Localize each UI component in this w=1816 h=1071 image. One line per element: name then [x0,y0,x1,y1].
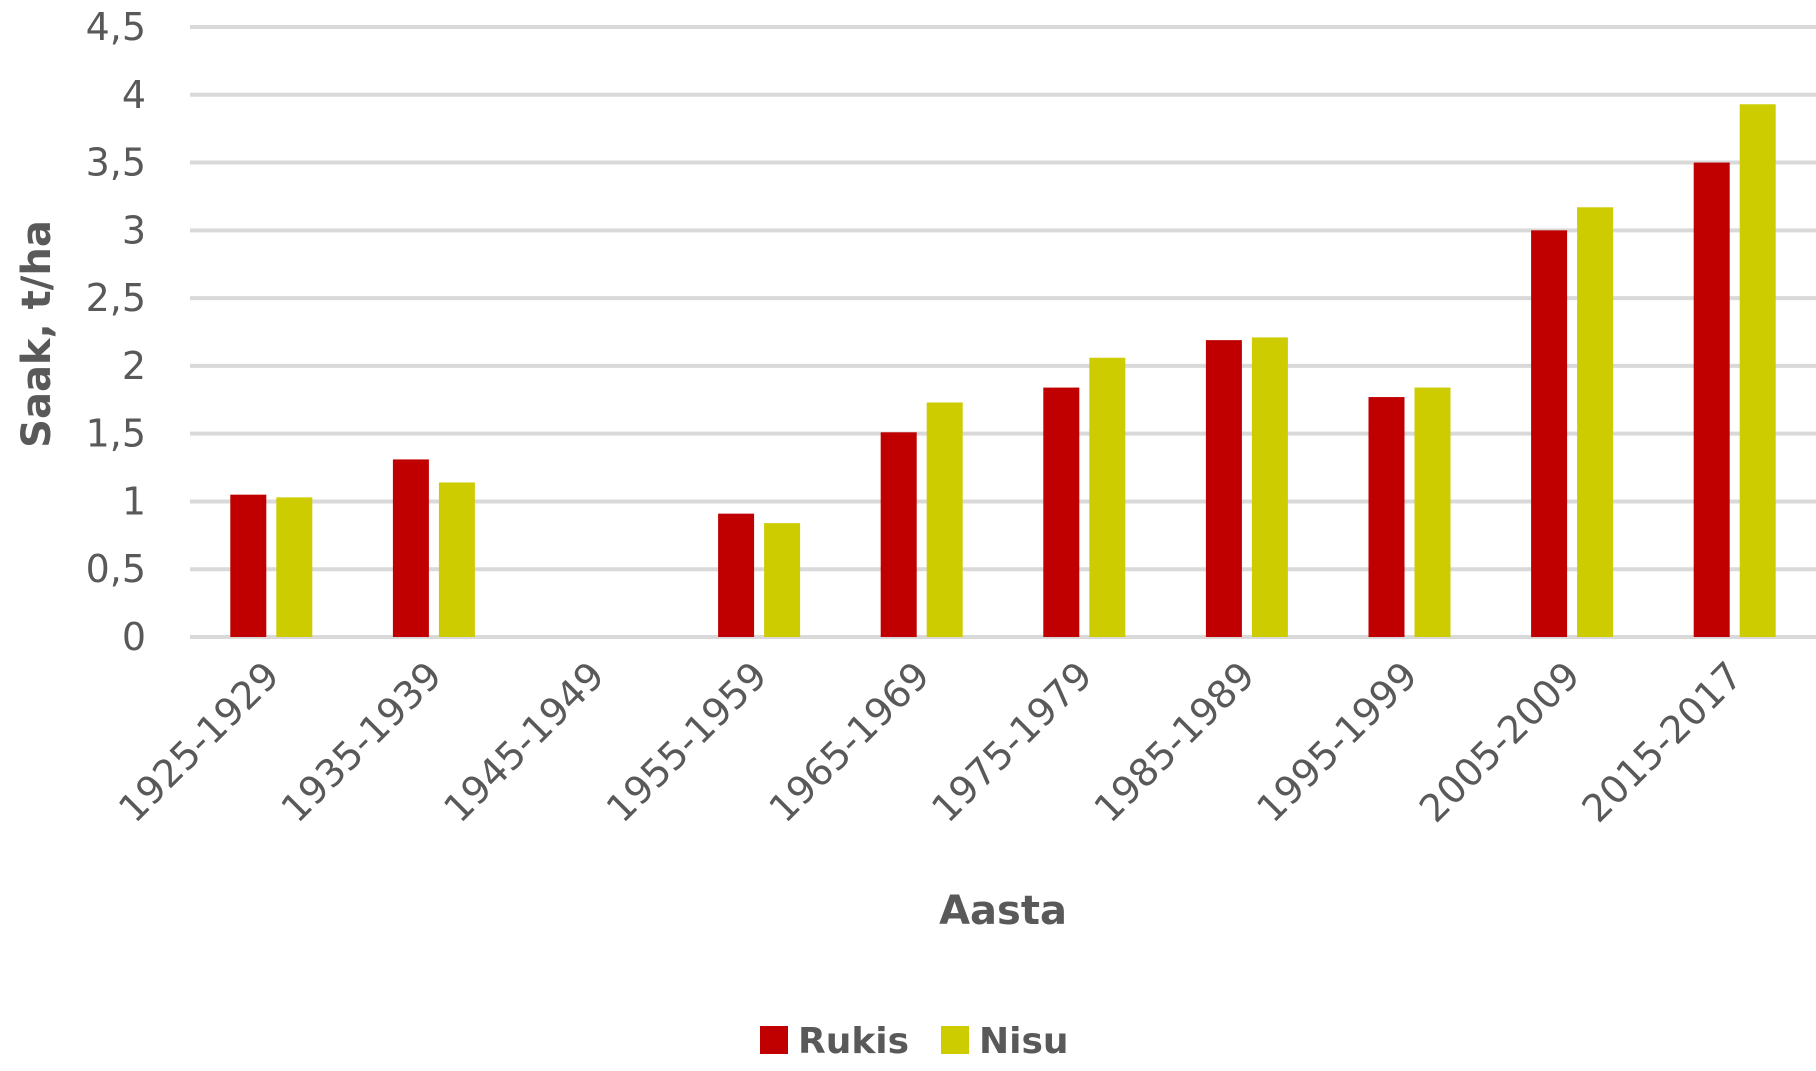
bar-nisu-1975-1979 [1089,357,1126,637]
bar-rukis-1935-1939 [392,459,429,637]
x-axis-title: Aasta [939,888,1067,934]
y-tick-label: 0 [122,615,146,659]
x-tick-label: 2005-2009 [1411,653,1589,831]
bar-nisu-2005-2009 [1577,207,1614,638]
legend: Rukis Nisu [760,1021,1069,1062]
bar-rukis-2015-2017 [1693,162,1730,638]
bar-rukis-2005-2009 [1531,230,1568,638]
y-tick-label: 0,5 [86,547,146,591]
y-tick-label: 1 [122,479,146,523]
x-tick-label: 1945-1949 [435,653,613,831]
bar-rukis-1925-1929 [230,494,267,637]
x-tick-label: 1935-1939 [273,653,451,831]
x-axis-ticks: 1925-19291935-19391945-19491955-19591965… [110,653,1751,831]
y-axis-title: Saak, t/ha [14,220,60,448]
y-tick-label: 3,5 [86,141,146,185]
bar-rukis-1965-1969 [880,432,917,637]
legend-swatch-nisu [941,1026,969,1054]
bar-rukis-1955-1959 [718,513,755,637]
bar-nisu-1955-1959 [764,523,801,637]
x-tick-label: 1955-1959 [598,653,776,831]
bars [230,104,1776,638]
bar-nisu-1965-1969 [926,402,963,637]
y-tick-label: 3 [122,208,146,252]
y-axis-ticks: 0 0,5 1 1,5 2 2,5 3 3,5 4 4,5 [86,5,146,659]
x-tick-label: 1985-1989 [1086,653,1264,831]
y-tick-label: 1,5 [86,412,146,456]
x-tick-label: 1995-1999 [1248,653,1426,831]
bar-rukis-1975-1979 [1043,387,1080,637]
y-tick-label: 2 [122,344,146,388]
bar-rukis-1985-1989 [1205,340,1242,637]
bar-nisu-1925-1929 [276,497,313,637]
x-tick-label: 2015-2017 [1573,653,1751,831]
gridlines [190,25,1816,639]
legend-label-rukis: Rukis [798,1021,909,1062]
legend-swatch-rukis [760,1026,788,1054]
x-tick-label: 1925-1929 [110,653,288,831]
y-tick-label: 4,5 [86,5,146,49]
bar-nisu-1995-1999 [1414,387,1451,637]
legend-label-nisu: Nisu [979,1021,1069,1062]
y-tick-label: 4 [122,73,146,117]
bar-rukis-1995-1999 [1368,397,1405,637]
bar-nisu-2015-2017 [1739,104,1776,638]
bar-nisu-1985-1989 [1251,337,1288,637]
x-tick-label: 1975-1979 [923,653,1101,831]
y-tick-label: 2,5 [86,276,146,320]
bar-nisu-1935-1939 [438,482,475,637]
x-tick-label: 1965-1969 [760,653,938,831]
